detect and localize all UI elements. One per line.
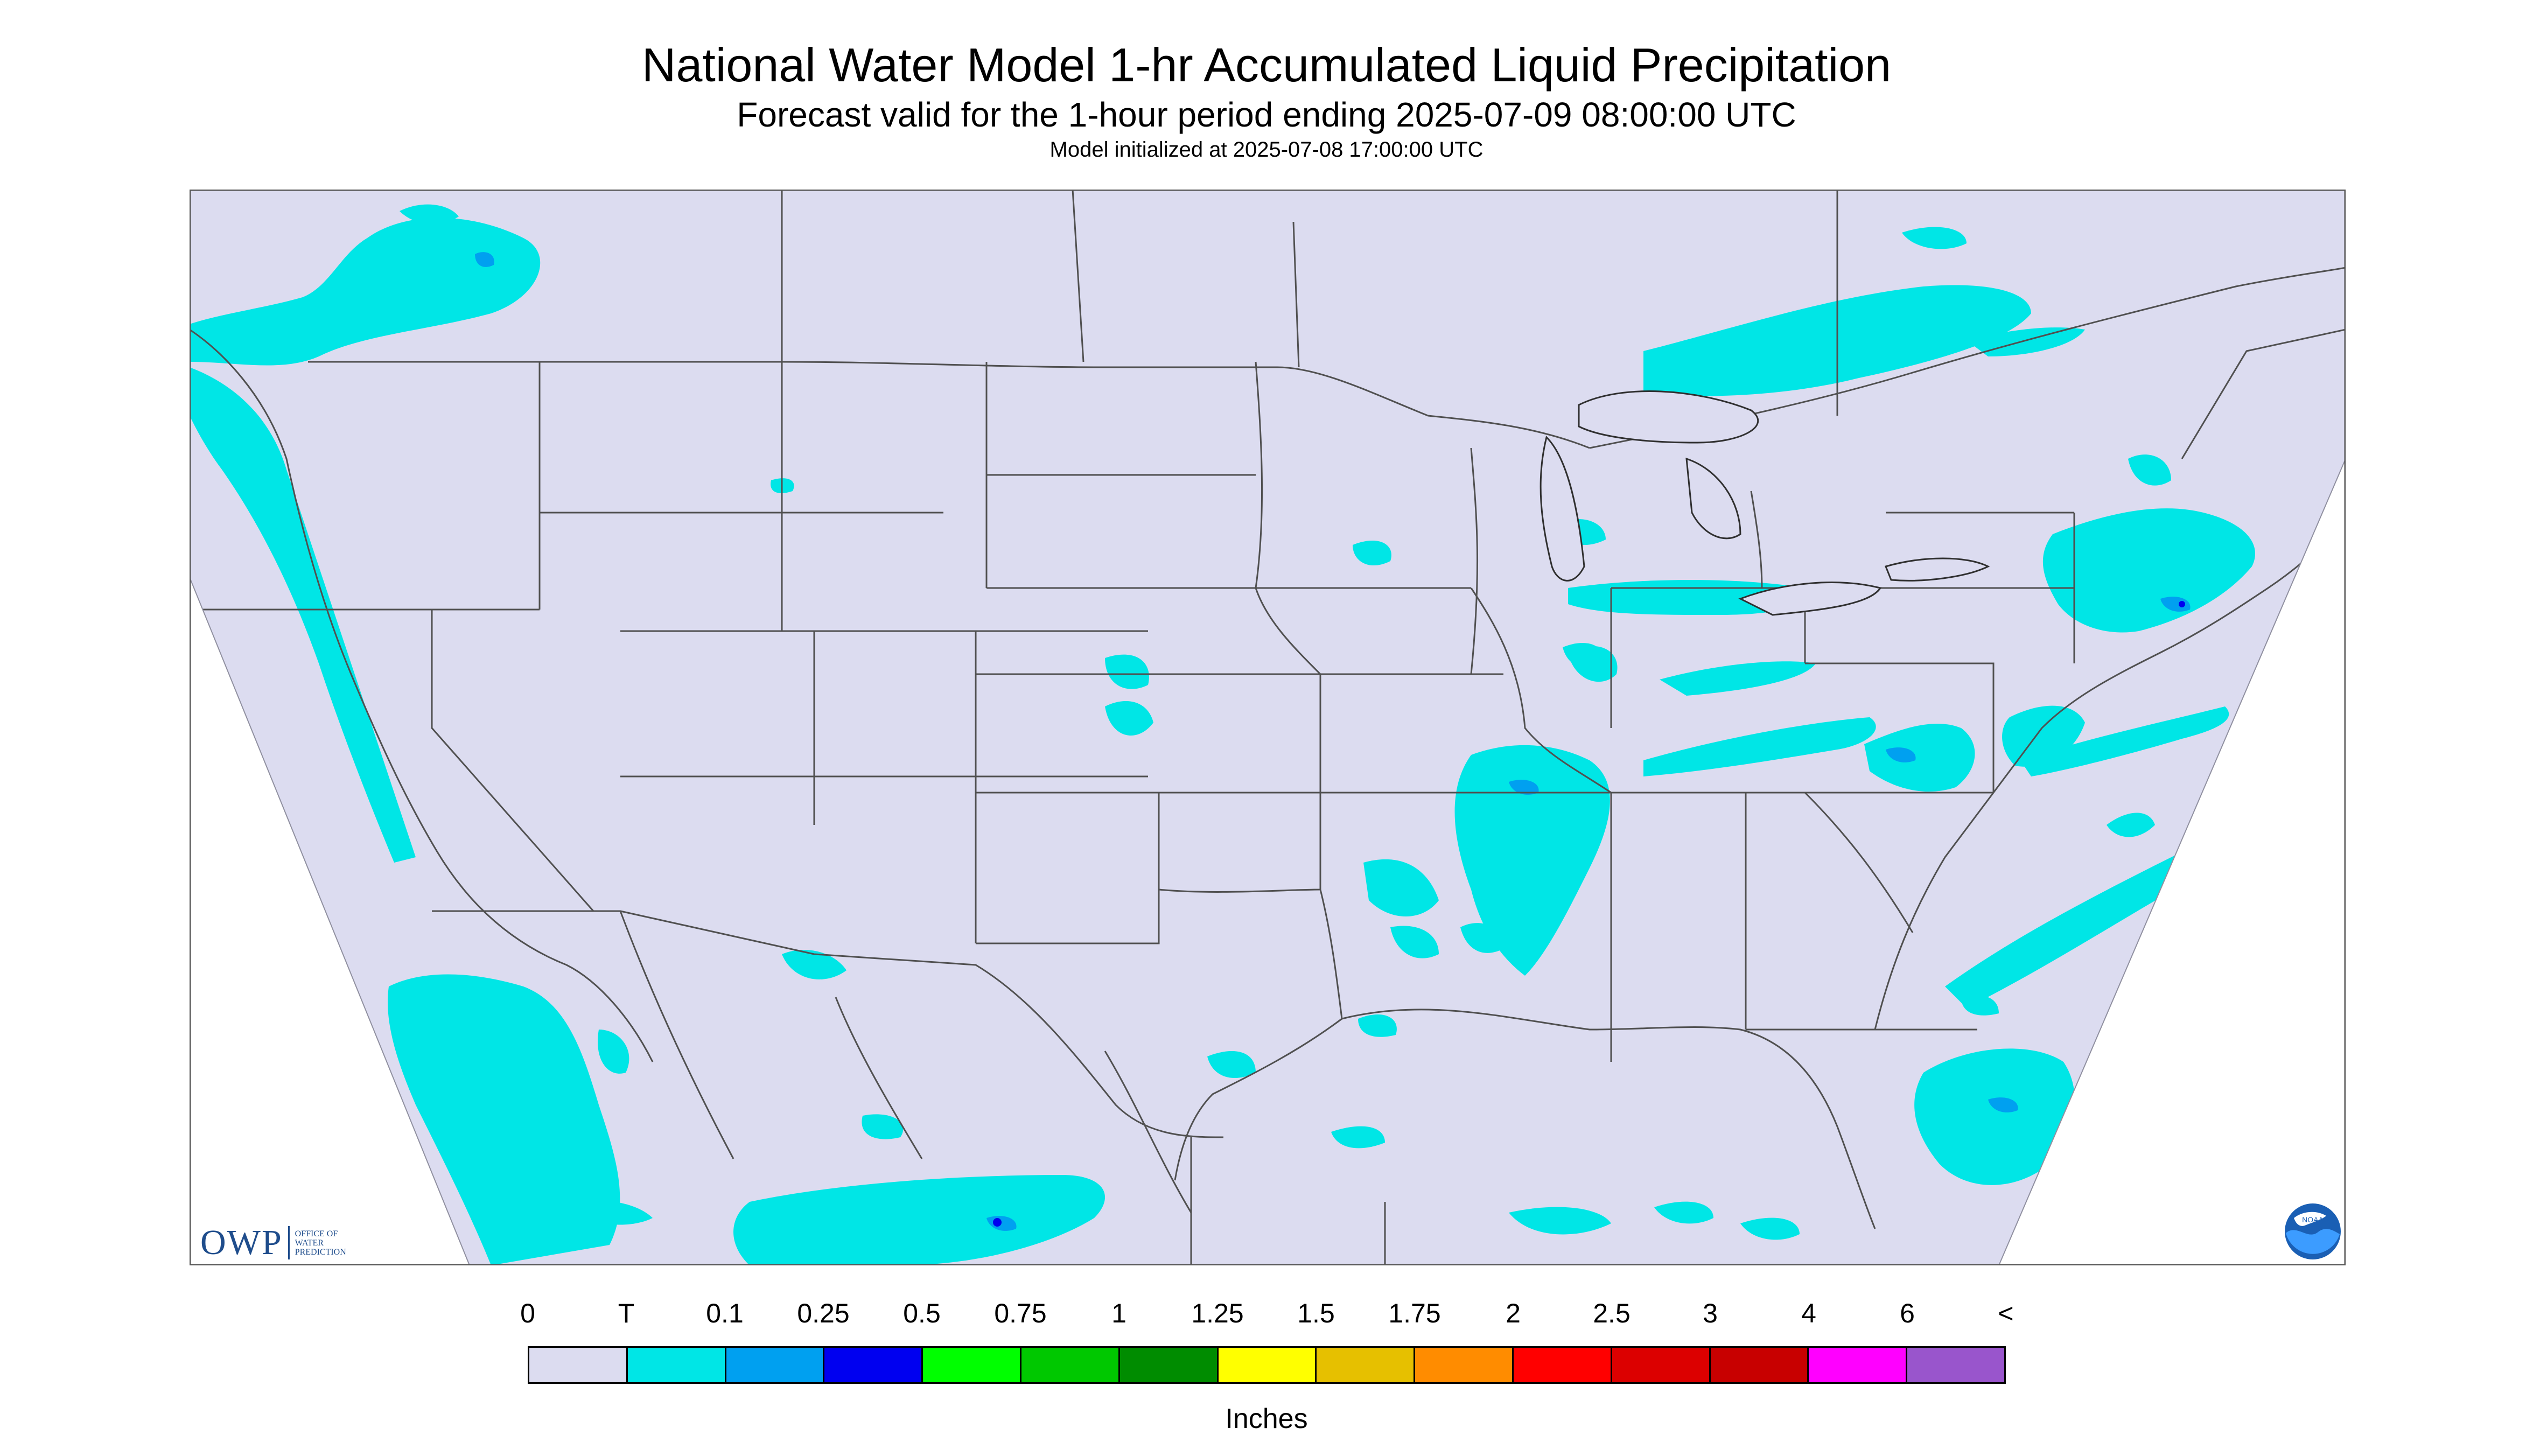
legend-swatch-1 (627, 1348, 726, 1382)
owp-logo-text: OFFICE OF WATER PREDICTION (295, 1229, 346, 1257)
legend-tick-12: 3 (1703, 1298, 1718, 1328)
legend-tick-6: 1 (1111, 1298, 1126, 1328)
legend-tick-7: 1.25 (1191, 1298, 1244, 1328)
legend-swatch-11 (1612, 1348, 1711, 1382)
legend-tick-10: 2 (1506, 1298, 1521, 1328)
legend-tick-9: 1.75 (1388, 1298, 1441, 1328)
legend-tick-5: 0.75 (994, 1298, 1047, 1328)
light-precip-cores (475, 252, 2191, 1231)
legend-tick-13: 4 (1801, 1298, 1816, 1328)
legend-tick-8: 1.5 (1297, 1298, 1335, 1328)
legend-swatch-5 (1021, 1348, 1120, 1382)
moderate-precip-cores (993, 601, 2185, 1227)
legend-swatch-10 (1513, 1348, 1612, 1382)
legend-swatch-8 (1317, 1348, 1416, 1382)
legend-tick-labels: 0 T 0.1 0.25 0.5 0.75 1 1.25 1.5 1.75 2 2.5 3 4 6 < (520, 1298, 2014, 1330)
legend-tick-15: < (1998, 1298, 2014, 1328)
svg-text:NOAA: NOAA (2302, 1215, 2324, 1224)
precipitation-legend (528, 1346, 2006, 1384)
legend-swatch-6 (1119, 1348, 1219, 1382)
political-boundaries (190, 190, 2346, 1265)
legend-tick-11: 2.5 (1593, 1298, 1631, 1328)
noaa-logo-icon: NOAA (2285, 1203, 2341, 1259)
legend-swatch-2 (726, 1348, 825, 1382)
legend-tick-14: 6 (1900, 1298, 1915, 1328)
legend-units-label: Inches (1225, 1403, 1308, 1434)
legend-tick-4: 0.5 (903, 1298, 941, 1328)
legend-swatch-9 (1415, 1348, 1514, 1382)
legend-swatch-4 (923, 1348, 1021, 1382)
legend-tick-3: 0.25 (797, 1298, 850, 1328)
owp-logo-mark: OWP (200, 1223, 283, 1262)
map-title: National Water Model 1-hr Accumulated Li… (641, 38, 1892, 92)
legend-swatch-14 (1907, 1348, 2004, 1382)
legend-swatch-0 (529, 1348, 628, 1382)
model-domain (190, 190, 2346, 1265)
legend-swatch-12 (1710, 1348, 1809, 1382)
precipitation-map (190, 190, 2346, 1265)
legend-tick-1: T (618, 1298, 635, 1328)
owp-logo: OWP OFFICE OF WATER PREDICTION (200, 1222, 354, 1263)
owp-logo-divider (288, 1226, 290, 1259)
great-lakes (1540, 390, 1990, 616)
legend-swatch-13 (1809, 1348, 1908, 1382)
trace-precip-areas (190, 204, 2255, 1265)
legend-tick-2: 0.1 (706, 1298, 744, 1328)
legend-swatch-3 (824, 1348, 923, 1382)
legend-tick-0: 0 (520, 1298, 535, 1328)
model-init-line: Model initialized at 2025-07-08 17:00:00… (1049, 138, 1484, 162)
legend-swatch-7 (1218, 1348, 1317, 1382)
map-subtitle: Forecast valid for the 1-hour period end… (737, 95, 1796, 134)
